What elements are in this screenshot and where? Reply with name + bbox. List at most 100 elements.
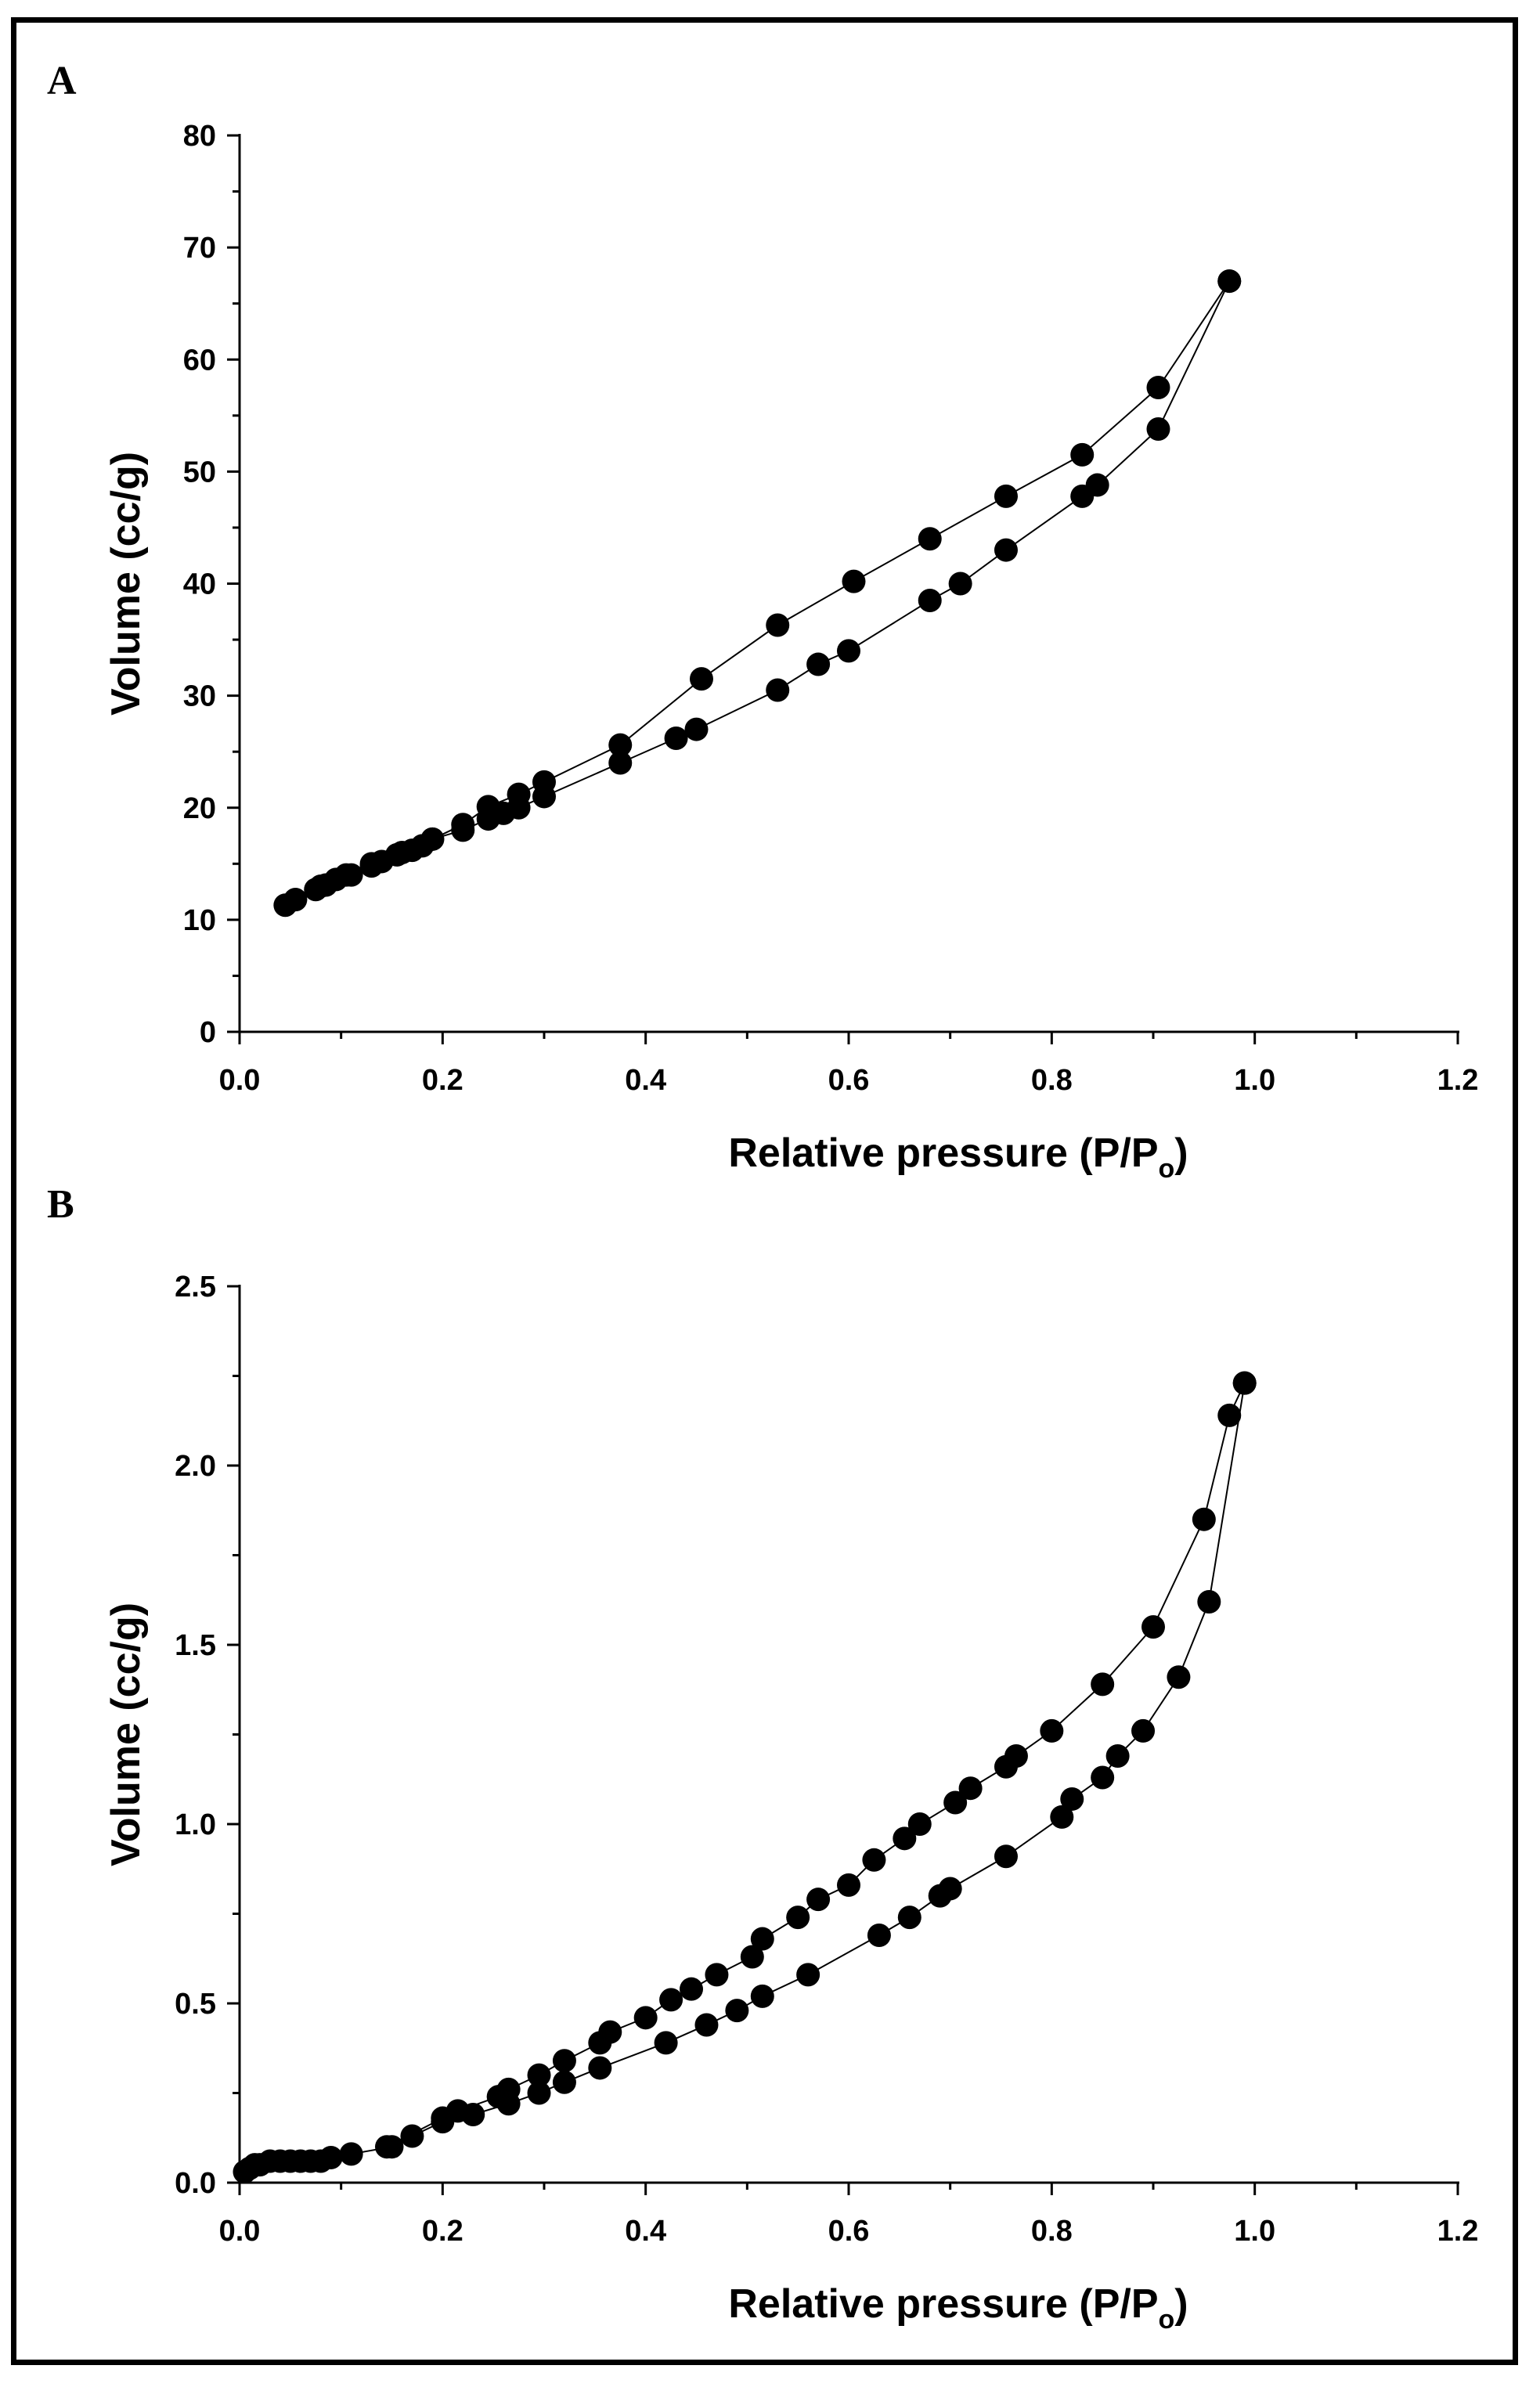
- data-point: [532, 770, 556, 794]
- data-point: [420, 827, 445, 851]
- data-point: [994, 538, 1018, 562]
- data-point: [958, 1776, 983, 1801]
- series-desorption: [283, 269, 1242, 912]
- data-point: [400, 2124, 424, 2148]
- data-point: [897, 1906, 921, 1930]
- data-point: [608, 751, 633, 775]
- chart-panel-a: A 0.0 0.2 0.4 0.6 0.8 1.0 1.2 0 10 20 30 40 50 60 70 80 R…: [47, 59, 1478, 1184]
- data-point: [766, 613, 790, 637]
- data-point: [552, 2070, 576, 2094]
- data-point: [750, 1984, 774, 2008]
- series-line-adsorption: [284, 280, 1231, 907]
- x-axis-title-main: Relative pressure (P/P: [728, 1130, 1158, 1176]
- data-point: [359, 852, 384, 876]
- data-point: [1146, 416, 1170, 441]
- data-point: [390, 841, 414, 864]
- data-point: [1060, 1787, 1084, 1811]
- data-point: [1197, 1590, 1221, 1614]
- y-tick-label: 1.0: [175, 1808, 216, 1841]
- data-point: [994, 1754, 1018, 1779]
- data-point: [588, 2031, 612, 2055]
- y-tick-label: 0.0: [175, 2167, 216, 2200]
- x-tick-label: 1.0: [1234, 2215, 1275, 2248]
- y-tick-label: 70: [183, 232, 216, 265]
- x-axis-title-end: ): [1174, 2281, 1188, 2327]
- data-point: [750, 1927, 774, 1951]
- data-point: [842, 569, 866, 593]
- y-tick-label: 40: [183, 568, 216, 601]
- data-point: [1040, 1718, 1064, 1743]
- x-tick-label: 0.8: [1031, 2215, 1073, 2248]
- data-point: [1167, 1665, 1191, 1689]
- panel-letter: B: [47, 1182, 74, 1227]
- data-point: [319, 2145, 343, 2169]
- data-point: [837, 639, 860, 663]
- data-point: [786, 1906, 810, 1930]
- x-tick-label: 0.0: [219, 1064, 261, 1097]
- x-tick-label: 0.2: [422, 2215, 463, 2248]
- y-tick-label: 10: [183, 904, 216, 937]
- data-point: [766, 678, 790, 702]
- figure-frame: [11, 17, 1518, 2365]
- y-tick-label: 2.5: [175, 1271, 216, 1303]
- data-point: [608, 733, 633, 757]
- x-tick-label: 0.0: [219, 2215, 261, 2248]
- x-tick-label: 1.2: [1437, 2215, 1479, 2248]
- data-point: [943, 1790, 968, 1815]
- data-point: [918, 527, 942, 551]
- data-point: [527, 2081, 551, 2105]
- data-point: [1192, 1507, 1216, 1531]
- series-adsorption: [233, 1371, 1257, 2184]
- data-point: [1050, 1805, 1074, 1829]
- y-tick-label: 0: [200, 1016, 216, 1049]
- x-axis-title: Relative pressure (P/Po): [728, 2281, 1188, 2335]
- data-point: [938, 1877, 962, 1901]
- data-point: [1070, 442, 1095, 467]
- data-point: [837, 1873, 860, 1897]
- data-point: [1141, 1615, 1165, 1639]
- x-tick-label: 0.8: [1031, 1064, 1073, 1097]
- x-axis-title-subscript: o: [1159, 1154, 1175, 1184]
- y-axis-title: Volume (cc/g): [103, 452, 149, 716]
- data-point: [1146, 376, 1170, 400]
- data-point: [659, 1988, 683, 2012]
- data-point: [1131, 1718, 1156, 1743]
- data-point: [1091, 1672, 1115, 1697]
- data-point: [283, 888, 308, 912]
- y-tick-label: 60: [183, 344, 216, 377]
- data-point: [694, 2013, 719, 2037]
- y-axis-title: Volume (cc/g): [103, 1603, 149, 1866]
- data-point: [654, 2031, 678, 2055]
- chart-panel-b: B 0.0 0.2 0.4 0.6 0.8 1.0 1.2 0.0 0.5 1.0 1.5 2.0 2.5…: [47, 1182, 1478, 2335]
- data-point: [725, 1999, 749, 2023]
- y-tick-label: 20: [183, 792, 216, 825]
- data-point: [633, 2006, 658, 2030]
- series-adsorption: [273, 269, 1242, 918]
- data-point: [476, 795, 500, 819]
- data-point: [705, 1963, 729, 1987]
- x-tick-label: 0.4: [625, 1064, 666, 1097]
- series-line-desorption: [294, 280, 1231, 900]
- data-point: [1217, 1403, 1242, 1427]
- x-tick-label: 1.0: [1234, 1064, 1275, 1097]
- data-point: [684, 717, 709, 741]
- y-tick-label: 1.5: [175, 1629, 216, 1662]
- data-point: [527, 2063, 551, 2087]
- x-axis-title: Relative pressure (P/Po): [728, 1130, 1188, 1184]
- x-tick-label: 0.4: [625, 2215, 666, 2248]
- data-point: [862, 1848, 886, 1872]
- data-point: [918, 588, 942, 612]
- data-point: [806, 1888, 831, 1912]
- data-point: [994, 1844, 1018, 1869]
- series-desorption: [375, 1371, 1257, 2159]
- data-point: [664, 727, 688, 751]
- panel-letter: A: [47, 59, 77, 103]
- data-point: [308, 874, 333, 898]
- data-point: [1232, 1371, 1257, 1395]
- data-point: [334, 863, 359, 887]
- y-tick-label: 2.0: [175, 1450, 216, 1483]
- data-point: [740, 1945, 764, 1969]
- data-point: [451, 813, 475, 837]
- data-point: [1085, 473, 1109, 497]
